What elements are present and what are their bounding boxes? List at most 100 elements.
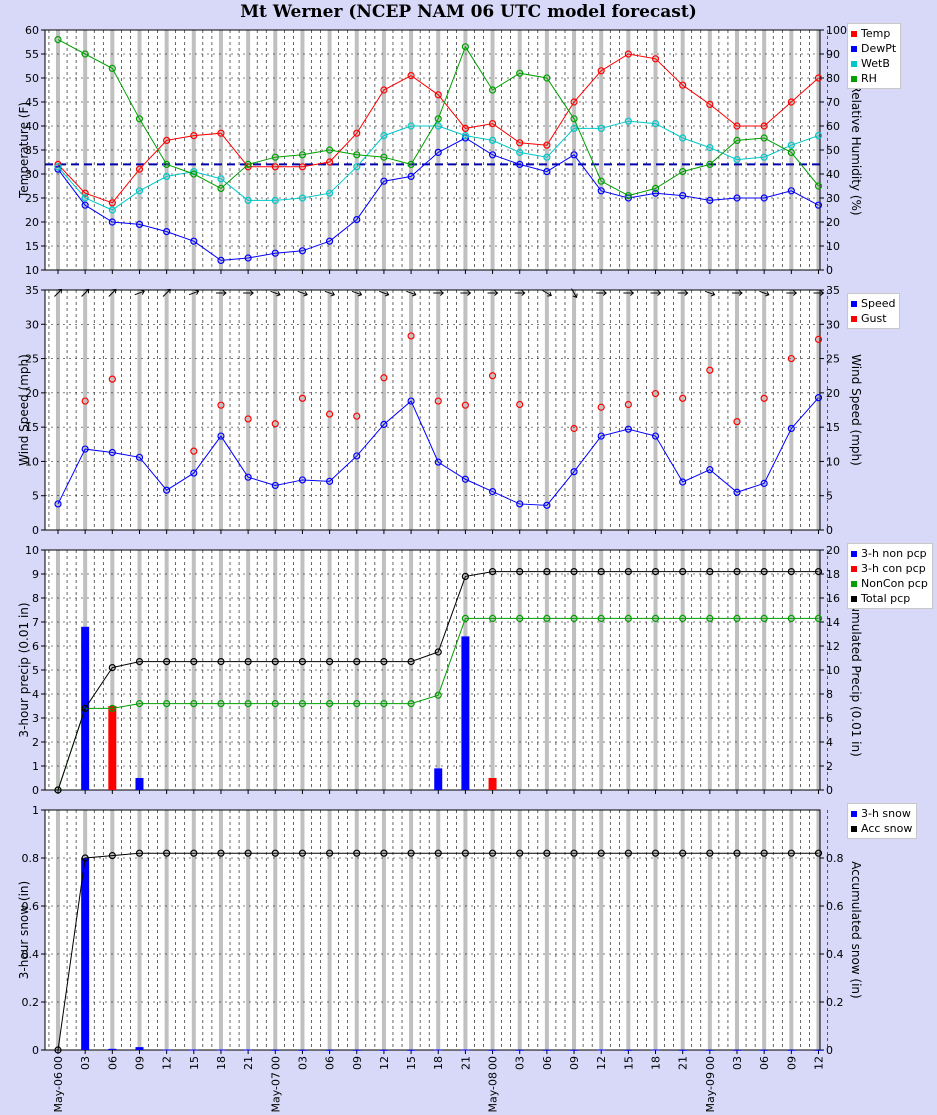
wind-speed-point: [407, 397, 415, 405]
dewpt-point: [516, 160, 524, 168]
y-tick-label: 20: [25, 387, 39, 400]
x-tick-label: 00: [704, 1056, 717, 1070]
dewpt-point: [434, 148, 442, 156]
rh-point: [706, 160, 714, 168]
dewpt-point: [298, 247, 307, 255]
legend-swatch: [851, 60, 857, 67]
noncon-pcp-line: [57, 617, 819, 791]
wetb-point: [217, 175, 225, 183]
wind-direction-arrow: [650, 290, 662, 296]
legend-item-3h-snow: 3-h snow: [851, 806, 912, 821]
wind-gust-point: [190, 447, 198, 455]
legend-item-rh: RH: [851, 71, 896, 86]
x-tick-label: 09: [785, 1056, 798, 1070]
y-tick-label: 6: [32, 640, 39, 653]
y-tick-label: 0.6: [22, 900, 40, 913]
acc-snow-point: [624, 849, 632, 857]
wind-direction-arrow: [677, 290, 689, 296]
total-pcp-point: [488, 567, 497, 576]
acc-snow-point: [516, 849, 524, 857]
wind-gust-point: [597, 403, 605, 411]
legend-swatch: [851, 550, 857, 557]
wind-gust-point: [326, 410, 334, 418]
acc-snow-line: [57, 852, 819, 1051]
acc-snow-point: [787, 849, 795, 857]
y-tick-label: 55: [25, 48, 39, 61]
arrow-shaft: [759, 290, 770, 296]
legend-label: Total pcp: [861, 592, 911, 605]
snow-bar: [570, 1049, 579, 1051]
wind-speed-point: [81, 445, 89, 453]
legend-item-3h-non-pcp: 3-h non pcp: [851, 546, 928, 561]
temp-point: [516, 139, 524, 147]
dewpt-point: [787, 187, 795, 195]
wind-speed-point: [706, 466, 714, 474]
y2-tick-label: 18: [826, 568, 840, 581]
wind-direction-arrow: [487, 290, 499, 296]
wind-speed-point: [488, 488, 497, 496]
rh-point: [461, 43, 469, 51]
y-axis-label: 3-hour precip (0.01 in): [17, 602, 31, 737]
arrow-head: [602, 290, 607, 296]
rh-point: [353, 151, 361, 159]
wind-gust-point: [787, 354, 795, 363]
acc-snow-point: [461, 849, 469, 857]
precip-non-bar: [434, 768, 443, 790]
wind-gust-point: [706, 366, 714, 374]
y-axis-label: Wind Speed (mph): [17, 354, 31, 466]
wetb-point: [679, 134, 687, 142]
total-pcp-point: [516, 567, 524, 576]
legend-item-acc-snow: Acc snow: [851, 821, 912, 836]
dewpt-point: [597, 187, 605, 195]
legend-label: 3-h con pcp: [861, 562, 926, 575]
wetb-point: [651, 119, 660, 128]
x-tick-label: 09: [351, 1056, 364, 1070]
wetb-point: [326, 189, 334, 197]
acc-snow-point: [488, 849, 497, 857]
temp-point: [543, 141, 551, 149]
temp-point: [624, 50, 632, 58]
y-tick-label: 35: [25, 144, 39, 157]
dewpt-point: [326, 237, 334, 245]
temp-point: [353, 129, 361, 137]
legend-swatch: [851, 595, 857, 602]
wetb-point: [190, 168, 198, 176]
arrow-shaft: [351, 290, 362, 296]
dewpt-point: [570, 151, 578, 159]
rh-point: [516, 69, 524, 77]
wind-direction-arrow: [623, 290, 635, 296]
y-tick-label: 35: [25, 284, 39, 297]
noncon-pcp-point: [624, 614, 632, 623]
wind-direction-arrow: [813, 290, 825, 296]
arrow-head: [222, 290, 227, 296]
wind-direction-arrow: [571, 288, 578, 299]
y2-tick-label: 30: [826, 192, 840, 205]
acc-snow-point: [814, 849, 823, 857]
y2-tick-label: 35: [826, 284, 840, 297]
y2-tick-label: 20: [826, 544, 840, 557]
legend-snow: 3-h snow Acc snow: [847, 803, 918, 839]
y-tick-label: 0: [32, 524, 39, 537]
wind-speed-point: [108, 448, 116, 457]
snow-bar: [81, 858, 90, 1050]
arrow-head: [249, 290, 254, 296]
noncon-pcp-point: [108, 704, 116, 713]
arrow-head: [521, 290, 526, 296]
wind-gust-point: [217, 401, 225, 409]
x-tick-label: 12: [812, 1056, 825, 1070]
wind-direction-arrow: [108, 288, 117, 297]
y2-tick-label: 50: [826, 144, 840, 157]
temp-point: [81, 189, 89, 197]
noncon-pcp-point: [570, 614, 578, 623]
y-tick-label: 3: [32, 712, 39, 725]
dewpt-point: [190, 237, 198, 245]
wind-speed-line: [57, 397, 819, 506]
arrow-head: [276, 291, 281, 297]
acc-snow-point: [108, 851, 116, 860]
total-pcp-point: [326, 657, 334, 666]
y-axis-label: 3-hour snow (in): [17, 881, 31, 979]
arrow-shaft: [324, 290, 335, 296]
wind-speed-point: [380, 420, 388, 428]
